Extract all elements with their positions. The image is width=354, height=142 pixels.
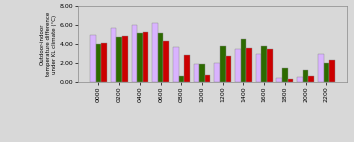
Bar bbox=[329, 60, 335, 82]
Bar bbox=[288, 79, 293, 82]
Bar bbox=[96, 44, 101, 82]
Bar bbox=[225, 57, 231, 82]
Bar bbox=[132, 25, 137, 82]
Bar bbox=[205, 75, 210, 82]
Bar bbox=[241, 39, 246, 82]
Bar bbox=[90, 35, 96, 82]
Bar bbox=[178, 76, 184, 82]
Bar bbox=[143, 32, 148, 82]
Bar bbox=[152, 23, 158, 82]
Bar bbox=[235, 49, 241, 82]
Bar bbox=[116, 37, 122, 82]
Bar bbox=[199, 64, 205, 82]
Bar bbox=[256, 54, 261, 82]
Bar bbox=[308, 76, 314, 82]
Bar bbox=[324, 63, 329, 82]
Bar bbox=[173, 47, 178, 82]
Bar bbox=[297, 77, 303, 82]
Bar bbox=[184, 55, 190, 82]
Bar bbox=[158, 33, 164, 82]
Bar bbox=[276, 78, 282, 82]
Bar bbox=[220, 46, 225, 82]
Bar bbox=[303, 70, 308, 82]
Bar bbox=[246, 48, 252, 82]
Bar bbox=[267, 49, 273, 82]
Bar bbox=[111, 28, 116, 82]
Bar bbox=[261, 46, 267, 82]
Y-axis label: Outdoor-indoor
temperature difference
under KL climate (°C): Outdoor-indoor temperature difference un… bbox=[40, 12, 57, 76]
Bar bbox=[164, 41, 169, 82]
Bar bbox=[215, 63, 220, 82]
Bar bbox=[318, 54, 324, 82]
Bar bbox=[122, 36, 127, 82]
Bar bbox=[137, 34, 143, 82]
Bar bbox=[194, 64, 199, 82]
Bar bbox=[282, 68, 288, 82]
Bar bbox=[101, 43, 107, 82]
